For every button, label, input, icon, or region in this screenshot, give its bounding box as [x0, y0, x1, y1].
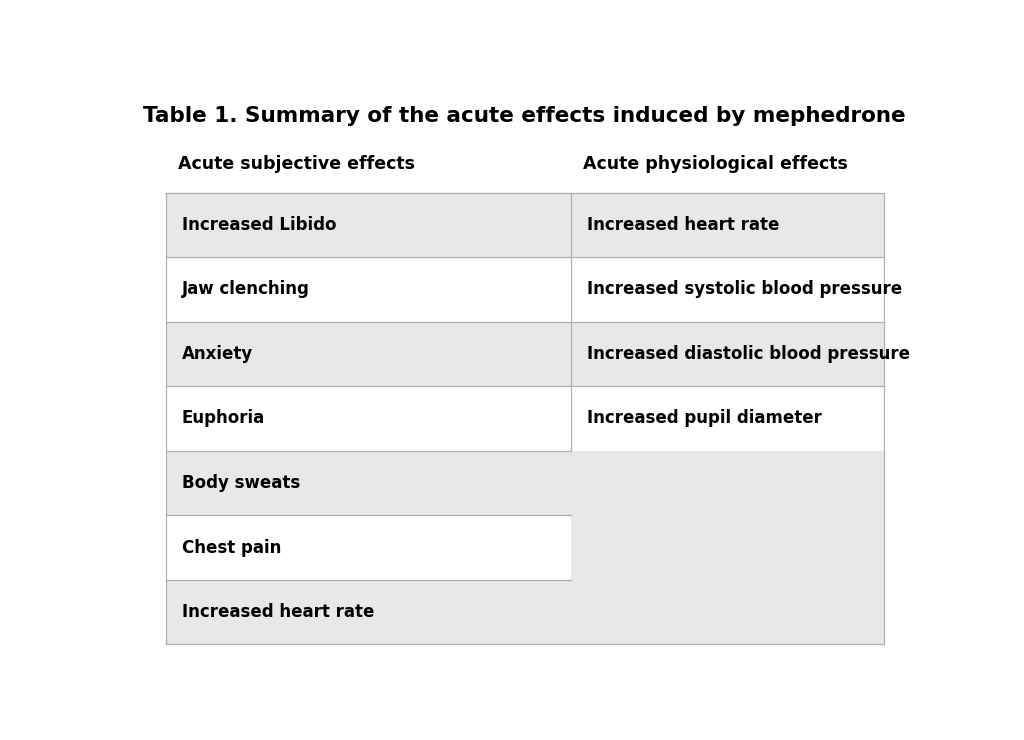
- Text: Body sweats: Body sweats: [182, 474, 300, 492]
- Bar: [166, 322, 570, 386]
- Text: Increased heart rate: Increased heart rate: [587, 216, 779, 234]
- Text: Increased heart rate: Increased heart rate: [182, 603, 375, 621]
- Text: Euphoria: Euphoria: [182, 409, 265, 428]
- Bar: [166, 580, 570, 645]
- Bar: [570, 322, 884, 386]
- Bar: [166, 515, 570, 580]
- Text: Increased diastolic blood pressure: Increased diastolic blood pressure: [587, 345, 909, 363]
- Text: Jaw clenching: Jaw clenching: [182, 280, 310, 298]
- Text: Increased systolic blood pressure: Increased systolic blood pressure: [587, 280, 902, 298]
- Bar: [570, 257, 884, 322]
- Bar: [166, 257, 570, 322]
- Text: Increased Libido: Increased Libido: [182, 216, 337, 234]
- Bar: [570, 451, 884, 645]
- Bar: [166, 192, 570, 257]
- Text: Increased pupil diameter: Increased pupil diameter: [587, 409, 821, 428]
- Bar: [166, 386, 570, 451]
- Text: Acute physiological effects: Acute physiological effects: [583, 155, 848, 173]
- Text: Table 1. Summary of the acute effects induced by mephedrone: Table 1. Summary of the acute effects in…: [143, 106, 906, 126]
- Bar: [166, 451, 570, 515]
- Text: Anxiety: Anxiety: [182, 345, 253, 363]
- Text: Acute subjective effects: Acute subjective effects: [178, 155, 415, 173]
- Bar: [570, 386, 884, 451]
- Text: Chest pain: Chest pain: [182, 539, 282, 556]
- Bar: [570, 192, 884, 257]
